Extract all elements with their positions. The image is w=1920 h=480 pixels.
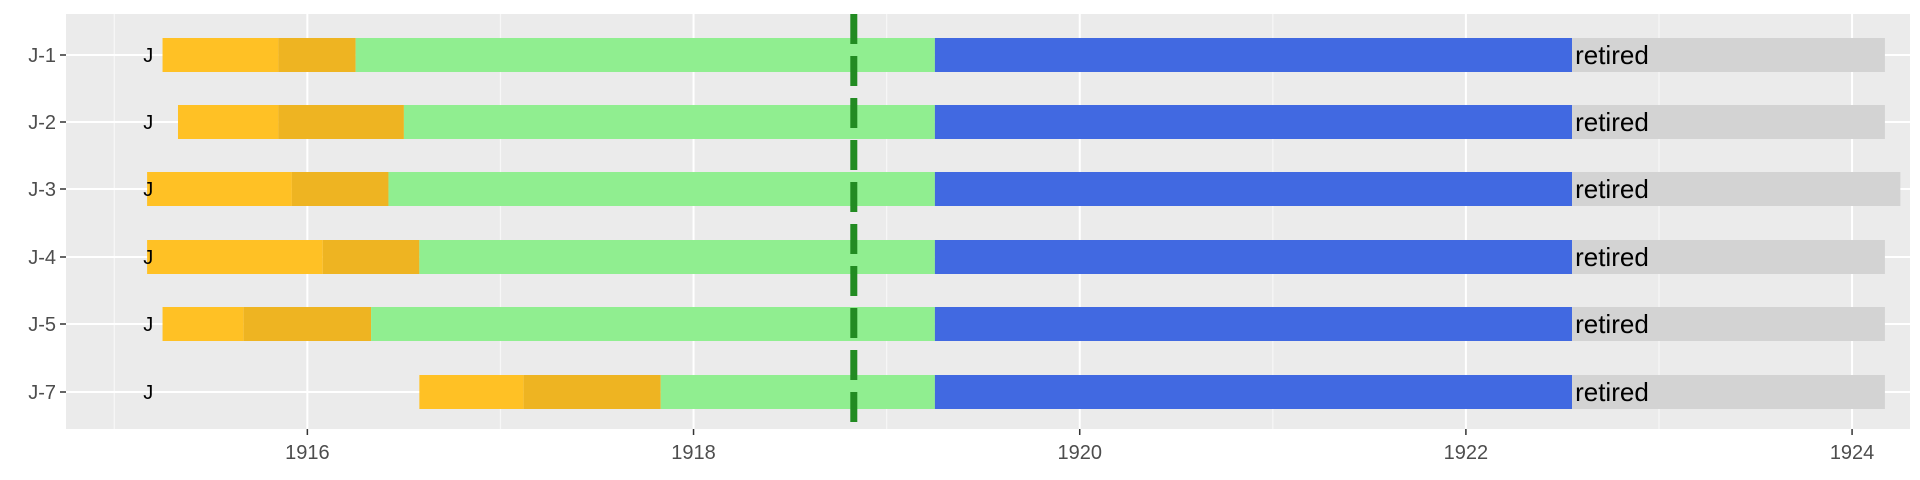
retired-label: retired — [1575, 174, 1649, 204]
bar-segment-stage4 — [934, 105, 1573, 139]
bar-segment-stage4 — [934, 38, 1573, 72]
bar-segment-stage1 — [147, 172, 292, 206]
bar-segment-retired — [1572, 307, 1885, 341]
row-marker-label: J — [143, 179, 153, 201]
x-tick-label: 1920 — [1057, 442, 1102, 464]
x-axis: 1916 1918 1920 1922 1924 — [285, 429, 1874, 464]
bar-segment-retired — [1572, 172, 1901, 206]
y-tick-label: J-4 — [28, 247, 56, 269]
bar-segment-stage2 — [523, 375, 661, 409]
bar-segment-stage3 — [419, 240, 935, 274]
bar-segment-stage3 — [355, 38, 935, 72]
retired-label: retired — [1575, 309, 1649, 339]
retired-label: retired — [1575, 40, 1649, 70]
bar-segments — [147, 38, 1901, 409]
bar-segment-stage2 — [322, 240, 420, 274]
bar-segment-stage4 — [934, 375, 1573, 409]
bar-segment-retired — [1572, 38, 1885, 72]
retired-label: retired — [1575, 242, 1649, 272]
bar-segment-stage4 — [934, 307, 1573, 341]
x-tick-label: 1924 — [1830, 442, 1875, 464]
minor-gridlines — [113, 14, 1660, 429]
bar-segment-stage3 — [371, 307, 935, 341]
bar-segment-retired — [1572, 240, 1885, 274]
bar-segment-stage3 — [388, 172, 935, 206]
row-marker-label: J — [143, 45, 153, 67]
bar-segment-stage2 — [278, 38, 356, 72]
row-marker-label: J — [143, 382, 153, 404]
row-marker-label: J — [143, 247, 153, 269]
plot-panel — [66, 14, 1910, 429]
row-marker-label: J — [143, 314, 153, 336]
bar-segment-stage1 — [147, 240, 323, 274]
bar-segment-stage1 — [177, 105, 279, 139]
bar-segment-stage2 — [243, 307, 372, 341]
bar-segment-stage1 — [162, 307, 244, 341]
bar-segment-stage1 — [162, 38, 279, 72]
y-tick-label: J-1 — [28, 45, 56, 67]
bar-segment-stage4 — [934, 172, 1573, 206]
row-marker-label: J — [143, 112, 153, 134]
y-axis: J-1 J-2 J-3 J-4 J-5 J-7 — [28, 45, 66, 404]
y-tick-label: J-7 — [28, 382, 56, 404]
bar-segment-stage2 — [278, 105, 404, 139]
bar-segment-stage1 — [419, 375, 524, 409]
bar-segment-stage3 — [660, 375, 935, 409]
y-tick-label: J-3 — [28, 179, 56, 201]
retired-label: retired — [1575, 107, 1649, 137]
retired-label: retired — [1575, 377, 1649, 407]
y-tick-label: J-5 — [28, 314, 56, 336]
y-tick-label: J-2 — [28, 112, 56, 134]
x-tick-label: 1916 — [285, 442, 330, 464]
bar-segment-retired — [1572, 105, 1885, 139]
bar-segment-retired — [1572, 375, 1885, 409]
x-tick-label: 1918 — [671, 442, 716, 464]
bar-segment-stage3 — [403, 105, 935, 139]
x-tick-label: 1922 — [1444, 442, 1489, 464]
bar-segment-stage4 — [934, 240, 1573, 274]
bar-segment-stage2 — [291, 172, 389, 206]
